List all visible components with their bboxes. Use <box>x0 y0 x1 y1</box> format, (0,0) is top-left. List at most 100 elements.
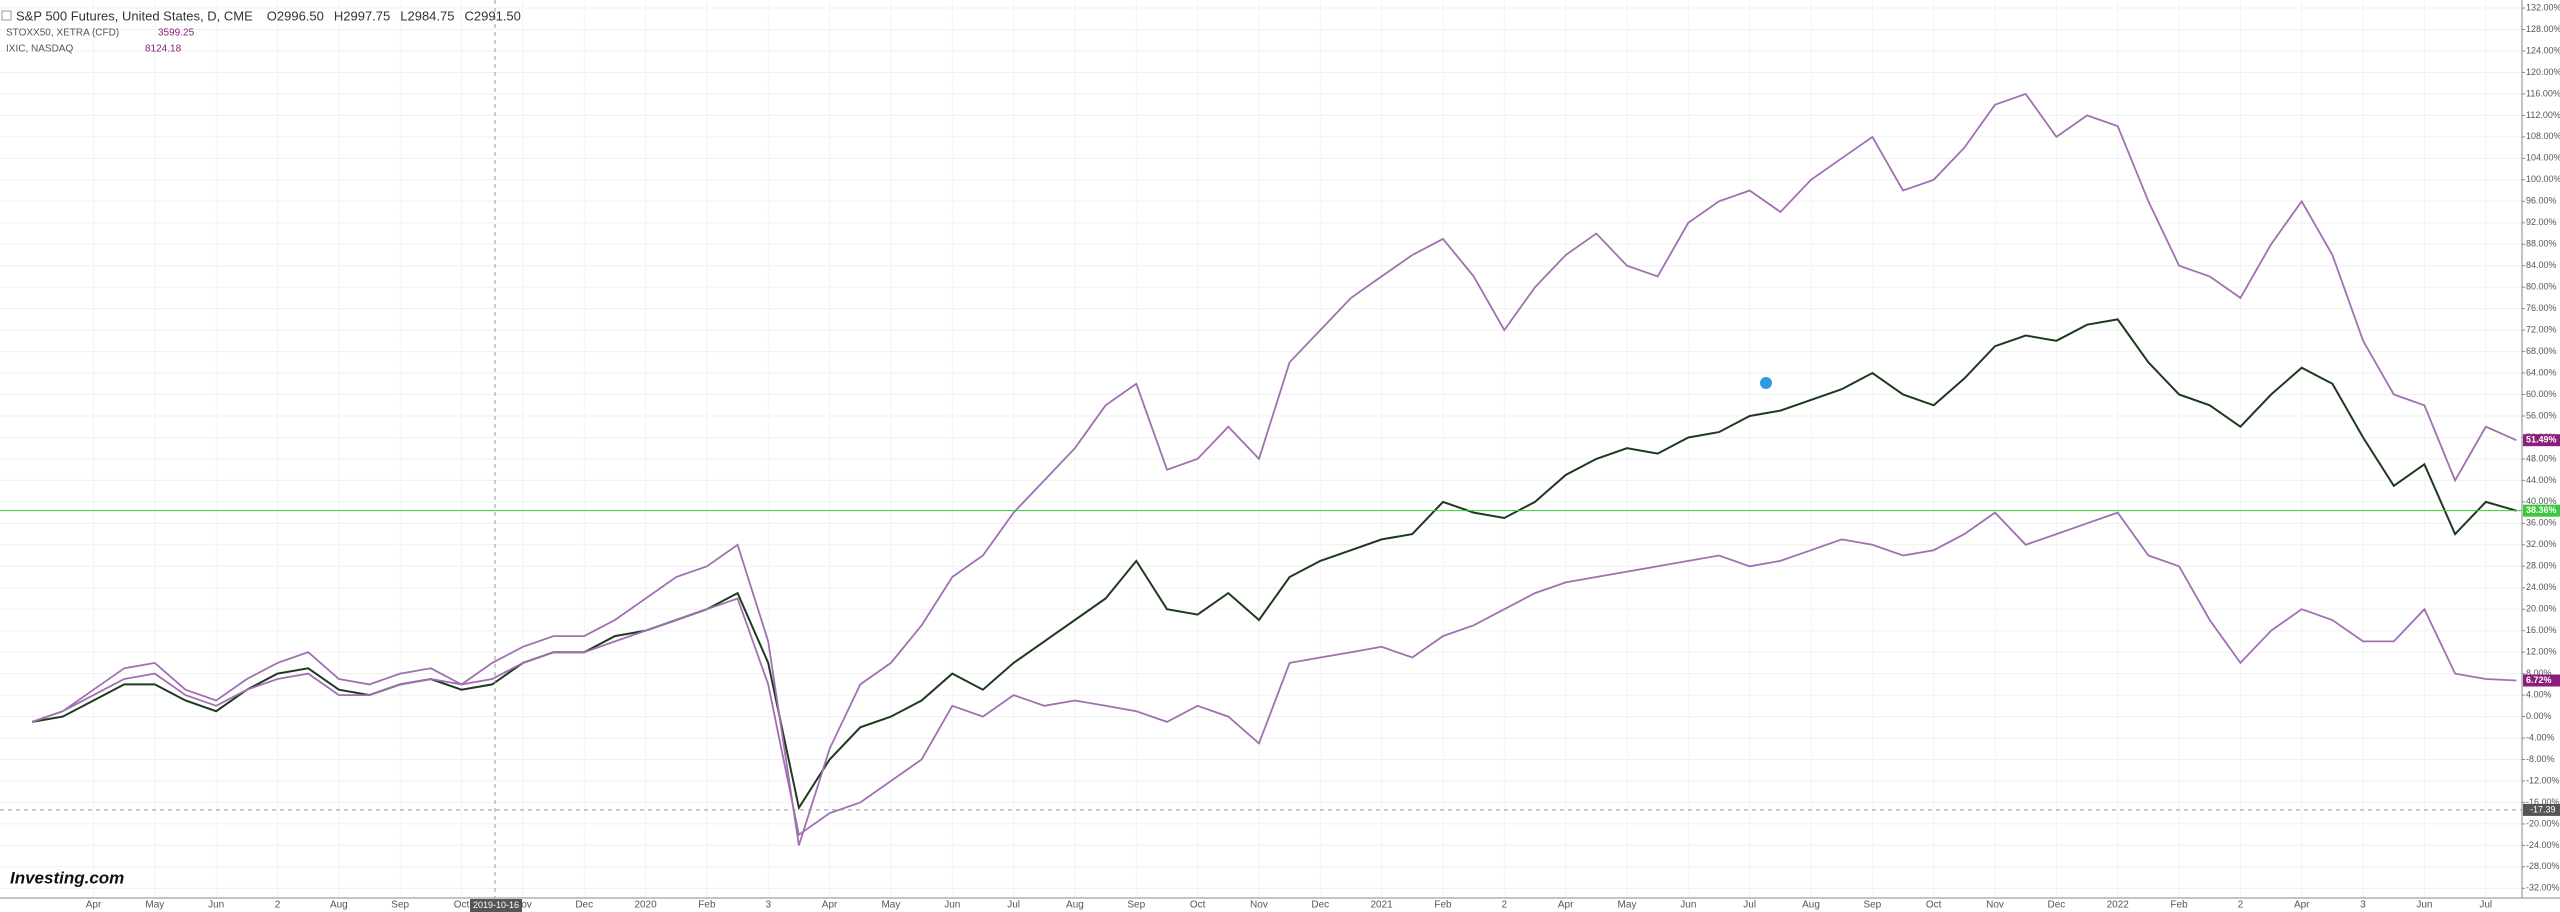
x-tick-label: Nov <box>1986 900 2004 911</box>
brand-logo: Investing.com <box>10 868 124 887</box>
y-tick-label: 0.00% <box>2526 711 2552 721</box>
x-tick-label: Feb <box>698 900 716 911</box>
crosshair-x-label: 2019-10-16 <box>473 900 519 910</box>
y-tick-label: -32.00% <box>2526 883 2560 893</box>
y-tick-label: -8.00% <box>2526 754 2555 764</box>
y-tick-label: 80.00% <box>2526 282 2557 292</box>
y-tick-label: -12.00% <box>2526 775 2560 785</box>
x-tick-label: Apr <box>822 900 838 911</box>
y-tick-label: 128.00% <box>2526 24 2560 34</box>
last-value-label: 6.72% <box>2526 675 2552 685</box>
x-tick-label: Apr <box>1558 900 1574 911</box>
y-tick-label: 116.00% <box>2526 88 2560 98</box>
y-tick-label: 56.00% <box>2526 410 2557 420</box>
x-tick-label: Apr <box>2294 900 2310 911</box>
grid <box>0 0 2525 898</box>
y-tick-label: 96.00% <box>2526 196 2557 206</box>
ohlc-values: O2996.50 H2997.75 L2984.75 C2991.50 <box>267 8 521 23</box>
y-tick-label: 124.00% <box>2526 45 2560 55</box>
x-tick-label: Sep <box>1127 900 1145 911</box>
x-tick-label: Nov <box>514 900 532 911</box>
x-tick-label: 2020 <box>634 900 657 911</box>
y-tick-label: 40.00% <box>2526 496 2557 506</box>
x-tick-label: Feb <box>1434 900 1452 911</box>
ohlc-value: C2991.50 <box>465 8 521 23</box>
y-tick-label: 60.00% <box>2526 389 2557 399</box>
series-line <box>31 92 2517 846</box>
collapse-icon[interactable] <box>1 10 12 21</box>
y-tick-label: 108.00% <box>2526 131 2560 141</box>
x-tick-label: Aug <box>1066 900 1084 911</box>
x-tick-label: 2 <box>275 900 281 911</box>
last-value-badge <box>2523 674 2560 687</box>
y-tick-label: 72.00% <box>2526 324 2557 334</box>
y-tick-label: 68.00% <box>2526 346 2557 356</box>
y-tick-label: 8.00% <box>2526 668 2552 678</box>
y-tick-label: -4.00% <box>2526 732 2555 742</box>
y-tick-label: 20.00% <box>2526 604 2557 614</box>
x-tick-label: Jun <box>208 900 224 911</box>
last-value-label: 38.36% <box>2526 505 2557 515</box>
x-tick-label: Jul <box>1007 900 1020 911</box>
x-tick-label: May <box>1618 900 1637 911</box>
x-tick-label: Dec <box>1311 900 1329 911</box>
y-tick-label: 84.00% <box>2526 260 2557 270</box>
y-tick-label: 48.00% <box>2526 453 2557 463</box>
x-tick-label: Aug <box>330 900 348 911</box>
crosshair-y-label: -17.39 <box>2530 804 2556 814</box>
crosshair-x-badge <box>470 899 522 912</box>
x-tick-label: 3 <box>2360 900 2366 911</box>
x-tick-label: Oct <box>1926 900 1942 911</box>
x-tick-label: 3 <box>765 900 771 911</box>
y-tick-label: 104.00% <box>2526 153 2560 163</box>
legend-quote: 3599.25 <box>158 28 195 39</box>
x-tick-label: 2021 <box>1371 900 1394 911</box>
series-line <box>31 511 2517 837</box>
y-tick-label: 32.00% <box>2526 539 2557 549</box>
series-line <box>32 318 2517 811</box>
y-tick-label: -24.00% <box>2526 840 2560 850</box>
x-tick-label: 2 <box>2238 900 2244 911</box>
x-tick-label: Jul <box>2479 900 2492 911</box>
ohlc-value: L2984.75 <box>400 8 454 23</box>
y-tick-label: 24.00% <box>2526 582 2557 592</box>
main-series-title: S&P 500 Futures, United States, D, CME <box>16 8 253 23</box>
x-tick-label: Nov <box>1250 900 1268 911</box>
crosshair-y-badge <box>2523 803 2560 816</box>
x-tick-label: Oct <box>1190 900 1206 911</box>
legend-quote: 8124.18 <box>145 44 182 55</box>
y-tick-label: 76.00% <box>2526 303 2557 313</box>
x-tick-label: Oct <box>454 900 470 911</box>
y-tick-label: 28.00% <box>2526 561 2557 571</box>
x-tick-label: May <box>145 900 164 911</box>
y-tick-label: -20.00% <box>2526 818 2560 828</box>
x-tick-label: 2 <box>1502 900 1508 911</box>
y-tick-label: 100.00% <box>2526 174 2560 184</box>
y-tick-label: -28.00% <box>2526 861 2560 871</box>
y-tick-label: 36.00% <box>2526 518 2557 528</box>
last-value-badge <box>2523 504 2560 517</box>
last-value-badge <box>2523 434 2560 447</box>
x-tick-label: Jun <box>2416 900 2432 911</box>
x-tick-label: Aug <box>1802 900 1820 911</box>
x-tick-label: May <box>881 900 900 911</box>
labels: -32.00% -28.00% -24.00% -20.00% -16.00% -12.0… <box>86 2 2560 912</box>
y-tick-label: 4.00% <box>2526 689 2552 699</box>
y-tick-label: 16.00% <box>2526 625 2557 635</box>
y-tick-label: 88.00% <box>2526 239 2557 249</box>
x-tick-label: Jun <box>1680 900 1696 911</box>
y-tick-label: 132.00% <box>2526 2 2560 12</box>
legend-name: STOXX50, XETRA (CFD) <box>6 28 119 39</box>
y-tick-label: 64.00% <box>2526 367 2557 377</box>
x-tick-label: Sep <box>1863 900 1881 911</box>
legend: S&P 500 Futures, United States, D, CME O… <box>1 8 521 55</box>
x-tick-label: Sep <box>391 900 409 911</box>
event-marker <box>1760 377 1772 389</box>
ohlc-value: O2996.50 <box>267 8 324 23</box>
plot <box>0 92 2522 846</box>
ohlc-value: H2997.75 <box>334 8 390 23</box>
x-tick-label: Jun <box>944 900 960 911</box>
y-tick-label: -16.00% <box>2526 797 2560 807</box>
y-tick-label: 44.00% <box>2526 475 2557 485</box>
